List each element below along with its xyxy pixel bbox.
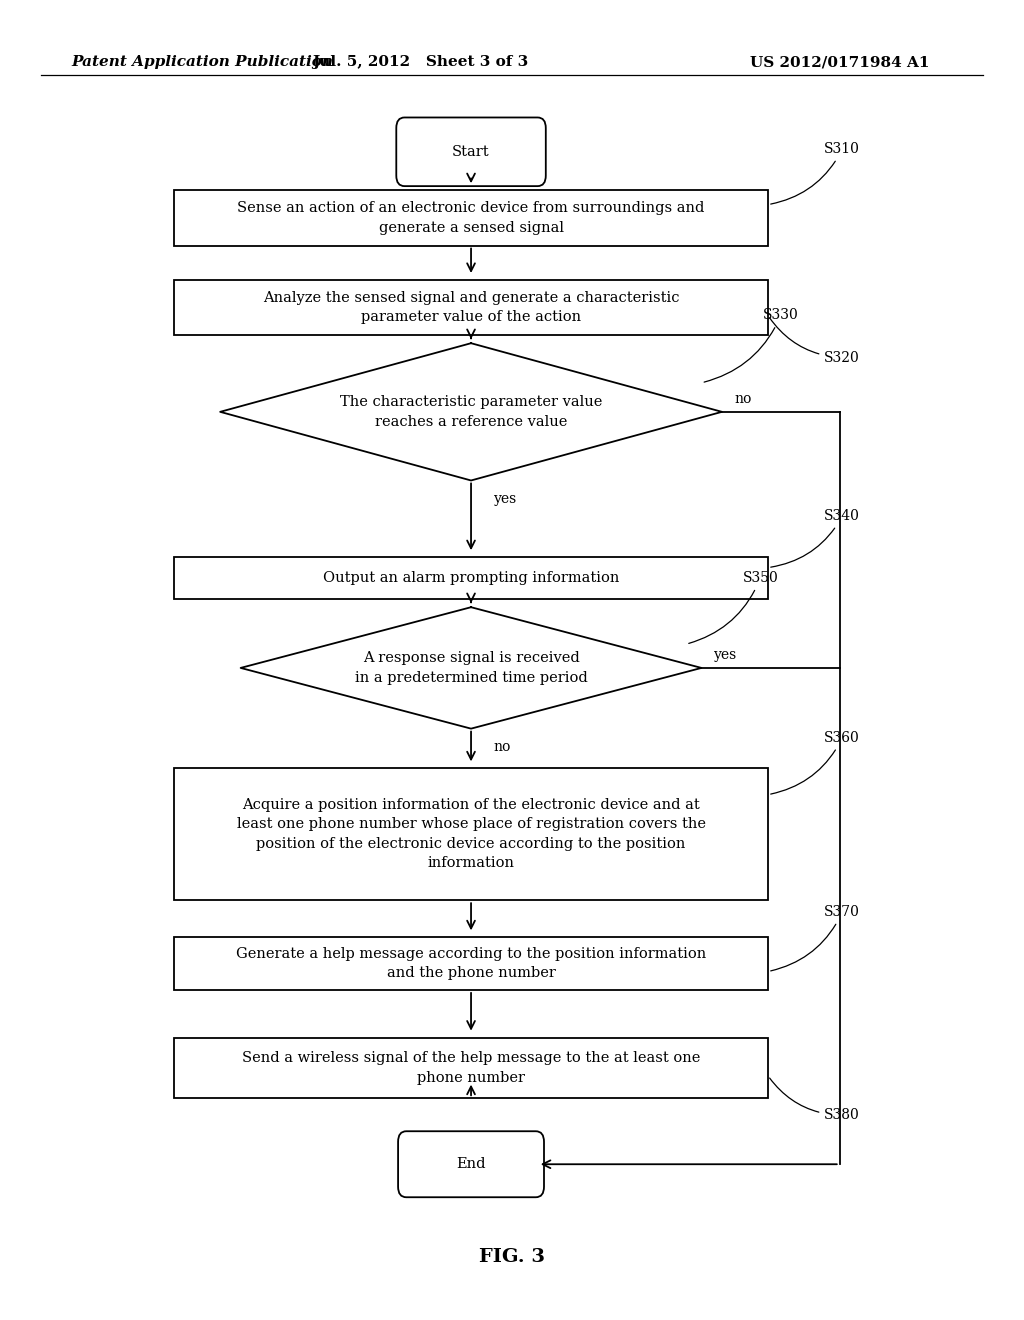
- Text: Send a wireless signal of the help message to the at least one
phone number: Send a wireless signal of the help messa…: [242, 1051, 700, 1085]
- Text: S380: S380: [770, 1078, 860, 1122]
- Text: US 2012/0171984 A1: US 2012/0171984 A1: [750, 55, 930, 69]
- Text: no: no: [494, 741, 511, 754]
- Text: S330: S330: [705, 309, 799, 381]
- Bar: [174, 1038, 768, 1098]
- Bar: [174, 768, 768, 900]
- FancyBboxPatch shape: [398, 1131, 544, 1197]
- Text: Sense an action of an electronic device from surroundings and
generate a sensed : Sense an action of an electronic device …: [238, 201, 705, 235]
- Bar: [174, 280, 768, 335]
- Text: S340: S340: [771, 510, 860, 568]
- Text: End: End: [457, 1158, 485, 1171]
- Text: S360: S360: [771, 731, 860, 795]
- FancyBboxPatch shape: [396, 117, 546, 186]
- Text: yes: yes: [714, 648, 737, 661]
- Text: Analyze the sensed signal and generate a characteristic
parameter value of the a: Analyze the sensed signal and generate a…: [263, 290, 679, 325]
- Text: Start: Start: [453, 145, 489, 158]
- Text: Jul. 5, 2012   Sheet 3 of 3: Jul. 5, 2012 Sheet 3 of 3: [311, 55, 528, 69]
- Bar: [174, 557, 768, 599]
- Text: The characteristic parameter value
reaches a reference value: The characteristic parameter value reach…: [340, 395, 602, 429]
- Text: Generate a help message according to the position information
and the phone numb: Generate a help message according to the…: [236, 946, 707, 981]
- Text: S310: S310: [771, 143, 860, 205]
- Text: Patent Application Publication: Patent Application Publication: [72, 55, 334, 69]
- Text: A response signal is received
in a predetermined time period: A response signal is received in a prede…: [354, 651, 588, 685]
- Bar: [174, 937, 768, 990]
- Text: S350: S350: [689, 572, 778, 643]
- Bar: [174, 190, 768, 246]
- Text: no: no: [734, 392, 752, 405]
- Text: Acquire a position information of the electronic device and at
least one phone n: Acquire a position information of the el…: [237, 799, 706, 870]
- Text: Output an alarm prompting information: Output an alarm prompting information: [323, 572, 620, 585]
- Text: yes: yes: [494, 492, 517, 506]
- Text: S320: S320: [770, 318, 860, 364]
- Text: FIG. 3: FIG. 3: [479, 1247, 545, 1266]
- Text: S370: S370: [771, 906, 860, 972]
